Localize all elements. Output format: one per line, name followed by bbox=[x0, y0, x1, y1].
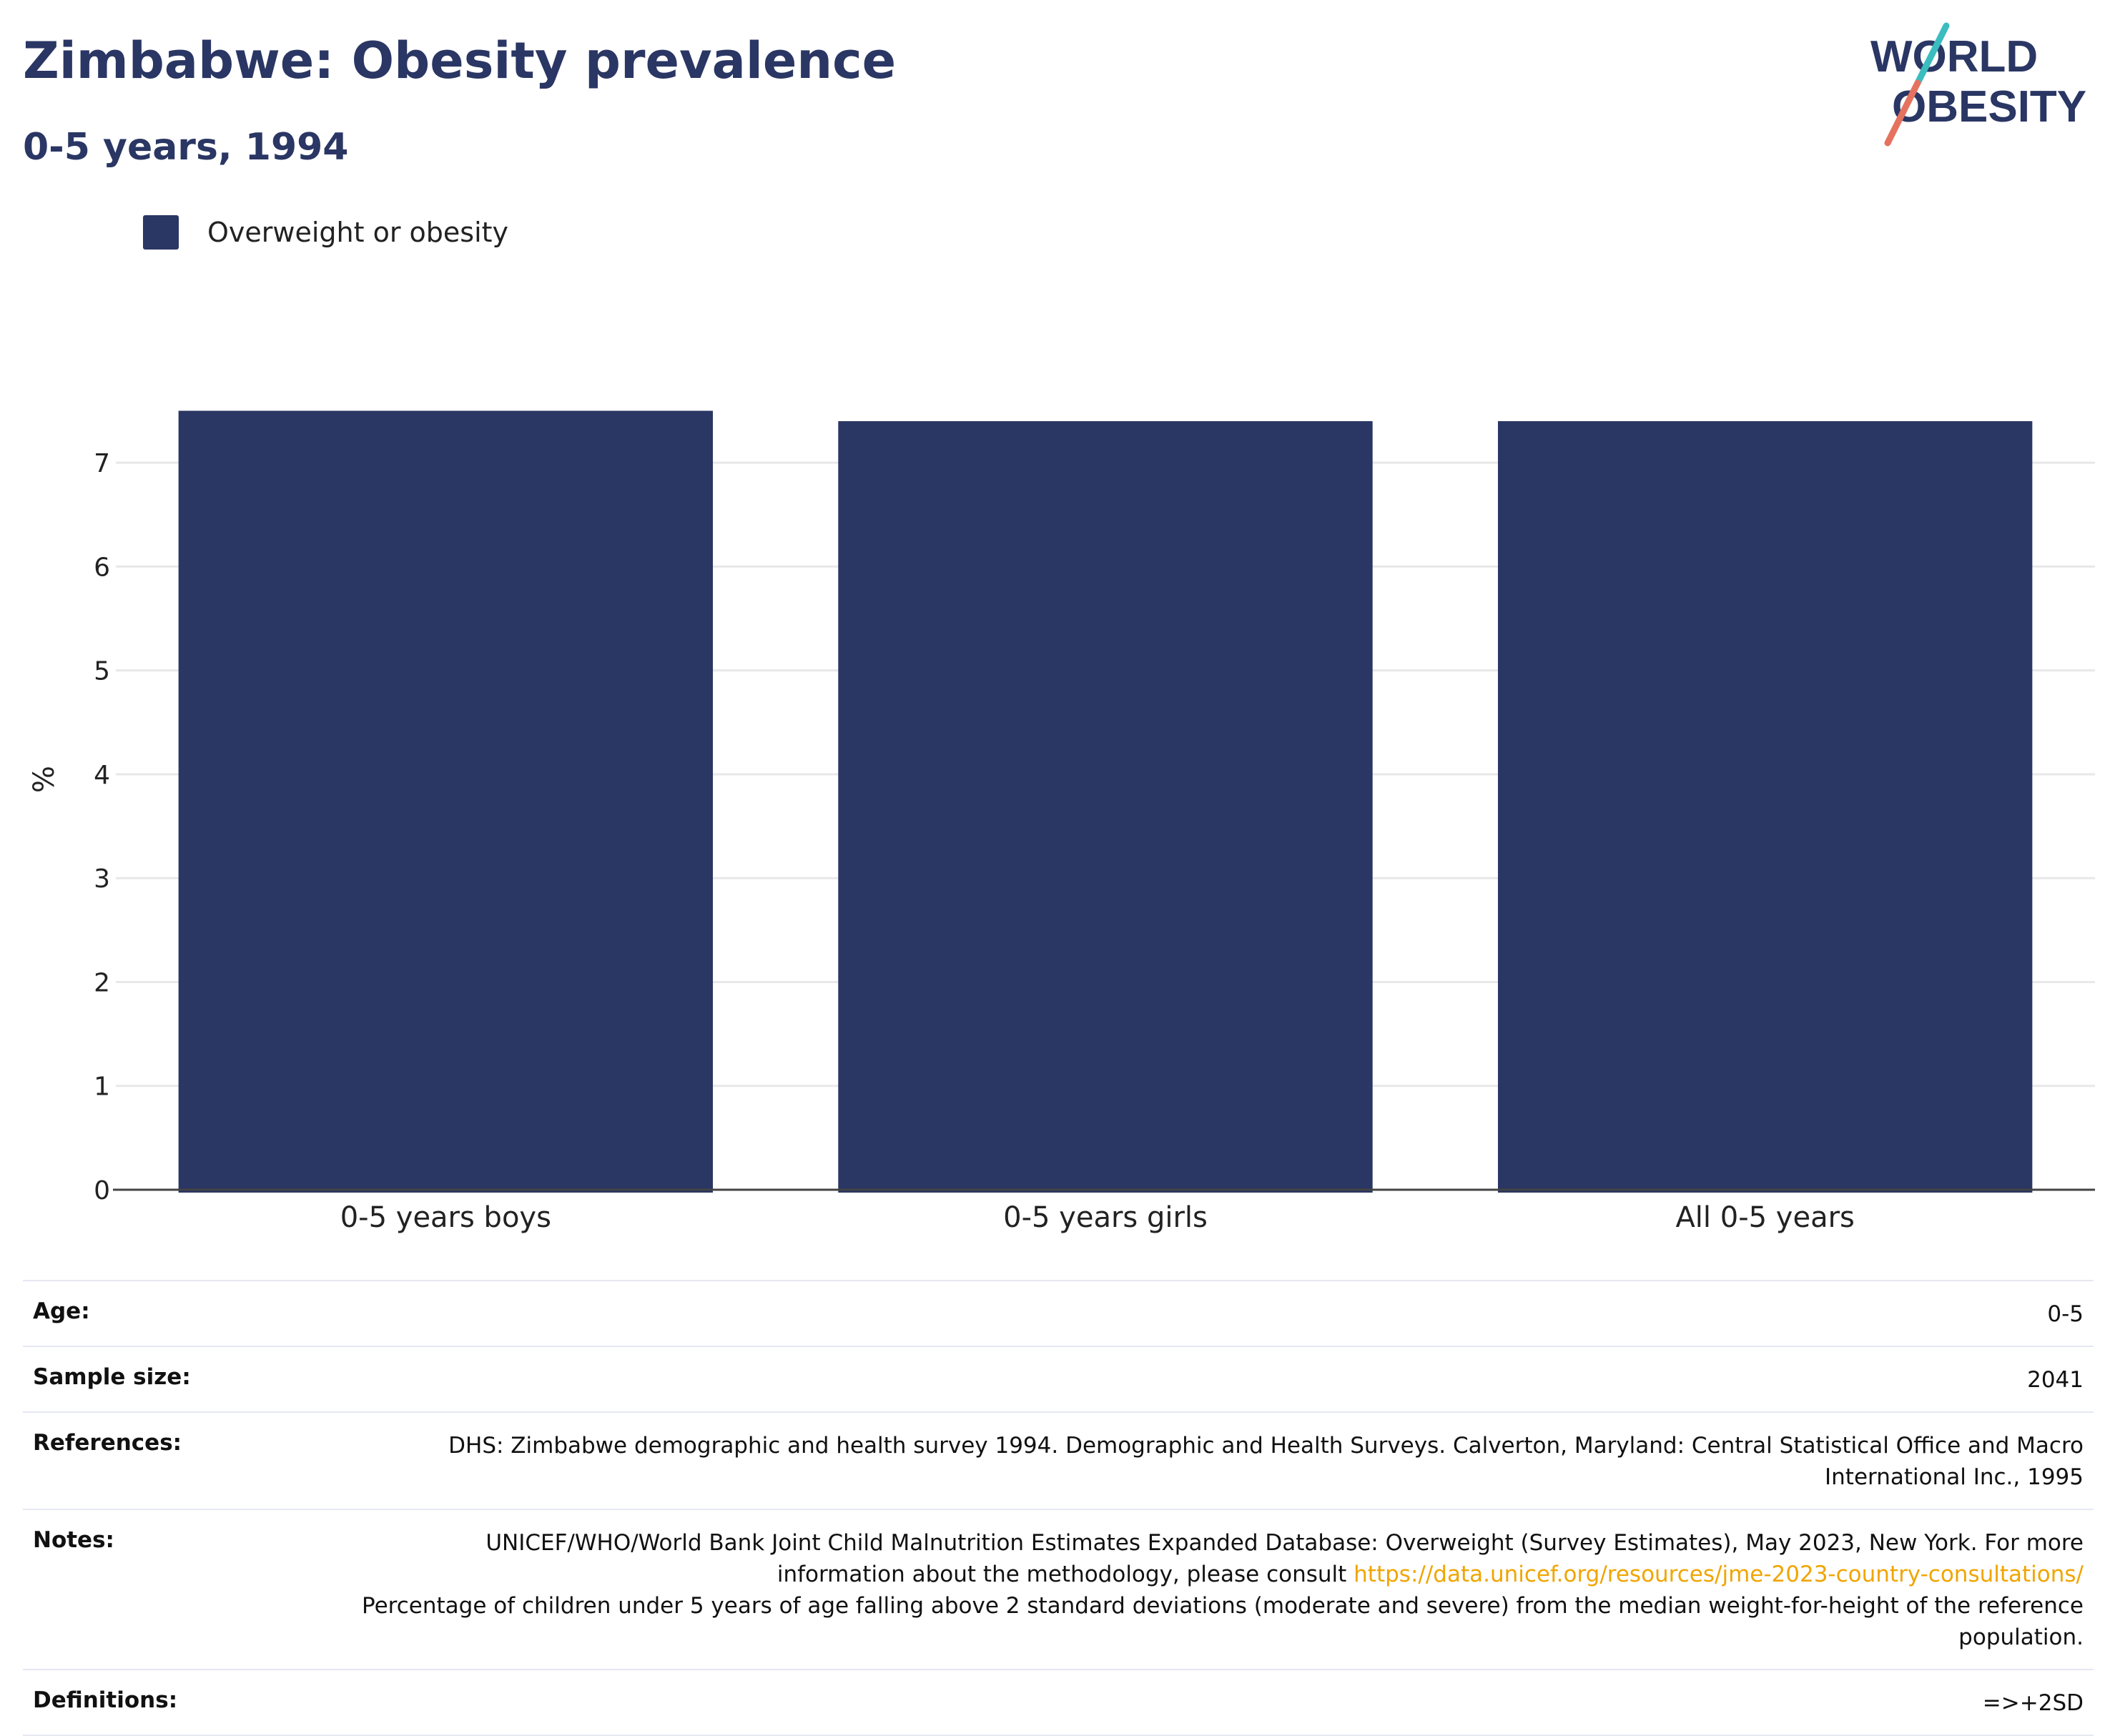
legend[interactable]: Overweight or obesity bbox=[143, 213, 508, 252]
info-row-references: References: DHS: Zimbabwe demographic an… bbox=[23, 1411, 2094, 1509]
y-tick-label: 3 bbox=[94, 864, 110, 894]
y-tick-label: 1 bbox=[94, 1072, 110, 1102]
notes-text-2: Percentage of children under 5 years of … bbox=[362, 1593, 2084, 1650]
definitions-value: =>+2SD bbox=[1982, 1690, 2084, 1716]
chart-subtitle: 0-5 years, 1994 bbox=[23, 126, 349, 169]
y-tick-label: 4 bbox=[94, 761, 110, 790]
legend-label: Overweight or obesity bbox=[207, 217, 509, 248]
chart-title: Zimbabwe: Obesity prevalence bbox=[23, 31, 897, 90]
age-value: 0-5 bbox=[2047, 1301, 2084, 1327]
info-row-definitions: Definitions: =>+2SD bbox=[23, 1669, 2094, 1736]
info-table: Age: 0-5 Sample size: 2041 References: D… bbox=[23, 1280, 2094, 1736]
info-row-age: Age: 0-5 bbox=[23, 1280, 2094, 1346]
bar bbox=[178, 410, 714, 1193]
references-label: References: bbox=[33, 1430, 182, 1456]
sample-size-value: 2041 bbox=[2027, 1367, 2084, 1393]
logo-word-2: OBESITY bbox=[1892, 82, 2086, 132]
sample-size-label: Sample size: bbox=[33, 1364, 191, 1390]
notes-value: UNICEF/WHO/World Bank Joint Child Malnut… bbox=[353, 1527, 2084, 1653]
x-tick-label: 0-5 years girls bbox=[1003, 1201, 1208, 1234]
bar-chart: 0 1 2 3 4 5 6 7 0-5 years boys 0-5 years girls All… bbox=[94, 410, 2095, 1234]
notes-link[interactable]: https://data.unicef.org/resources/jme-20… bbox=[1354, 1562, 2084, 1587]
references-value: DHS: Zimbabwe demographic and health sur… bbox=[448, 1433, 2084, 1490]
info-row-notes: Notes: UNICEF/WHO/World Bank Joint Child… bbox=[23, 1509, 2094, 1669]
bar bbox=[838, 421, 1373, 1193]
logo-slash-teal bbox=[1914, 22, 1950, 87]
notes-text-1: UNICEF/WHO/World Bank Joint Child Malnut… bbox=[485, 1530, 2084, 1587]
age-label: Age: bbox=[33, 1298, 90, 1324]
x-tick-label: All 0-5 years bbox=[1675, 1201, 1854, 1234]
info-row-sample-size: Sample size: 2041 bbox=[23, 1346, 2094, 1411]
legend-swatch bbox=[143, 215, 179, 250]
logo-word-1: WORLD bbox=[1870, 32, 2038, 82]
y-tick-label: 2 bbox=[94, 968, 110, 997]
y-tick-label: 6 bbox=[94, 553, 110, 582]
bar bbox=[1497, 421, 2033, 1193]
x-tick-label: 0-5 years boys bbox=[340, 1201, 551, 1234]
y-tick-label: 7 bbox=[94, 449, 110, 478]
world-obesity-logo: WORLD OBESITY bbox=[1870, 22, 2086, 147]
y-tick-label: 0 bbox=[94, 1176, 110, 1205]
y-tick-label: 5 bbox=[94, 657, 110, 686]
logo-slash-coral bbox=[1884, 79, 1921, 147]
notes-label: Notes: bbox=[33, 1527, 114, 1553]
definitions-label: Definitions: bbox=[33, 1687, 178, 1713]
